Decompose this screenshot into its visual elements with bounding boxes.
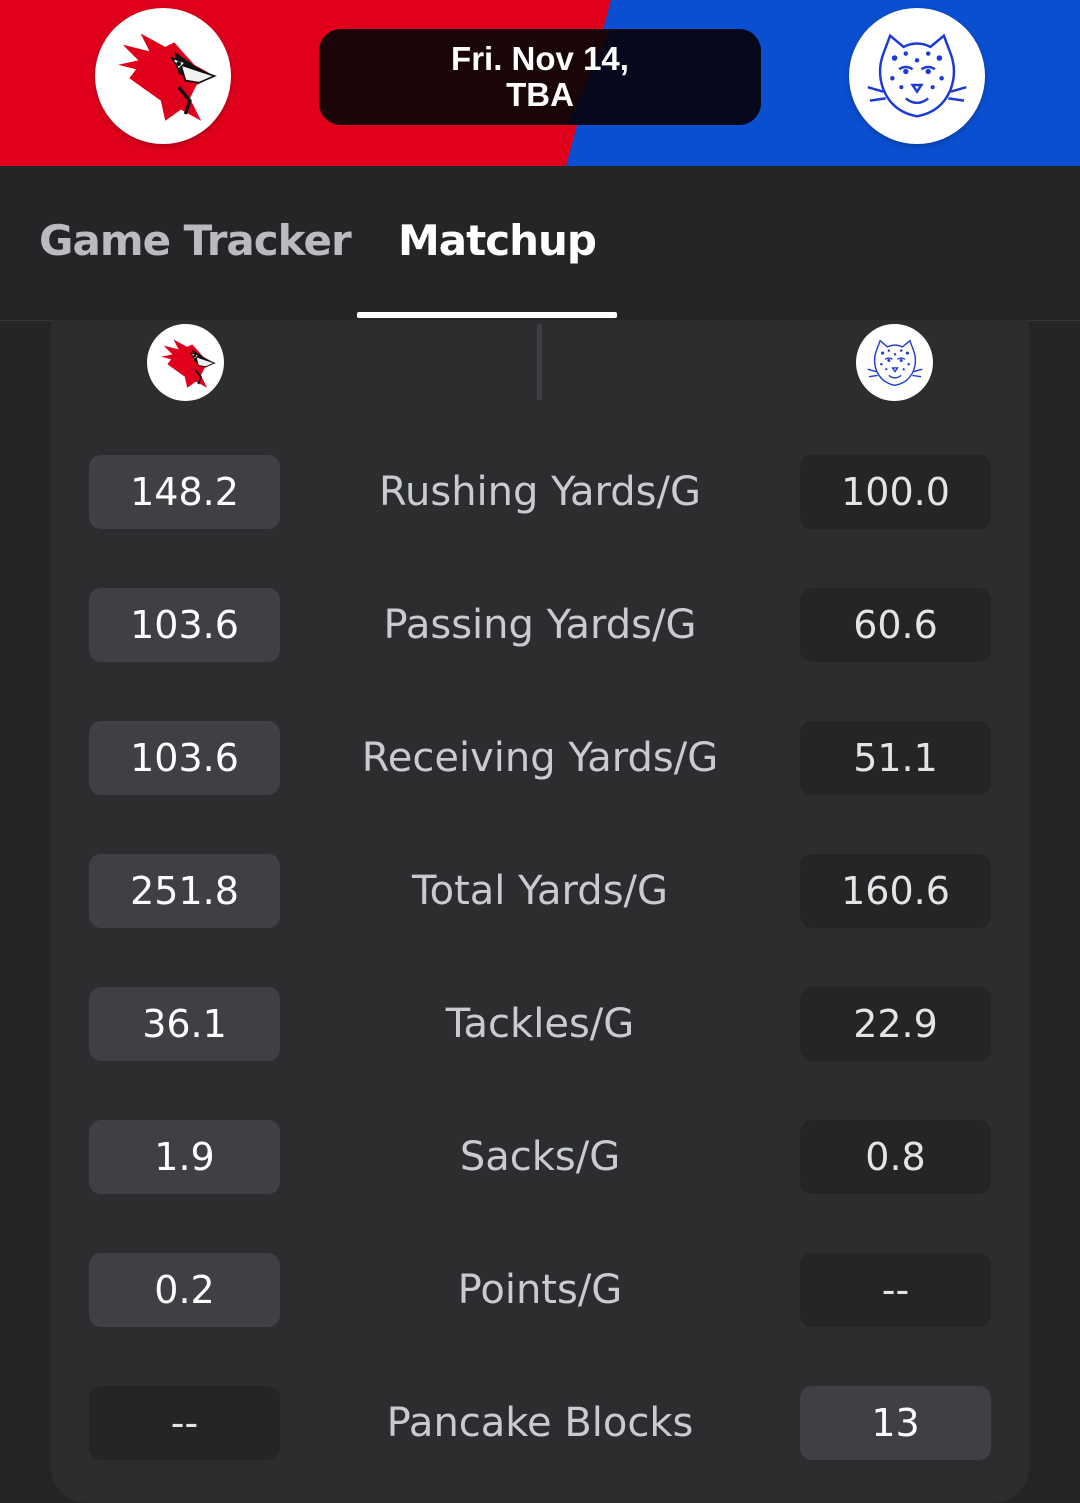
stat-row: 251.8 Total Yards/G 160.6 — [0, 854, 1080, 928]
home-stat-value: 0.2 — [89, 1253, 280, 1327]
stat-row: 103.6 Receiving Yards/G 51.1 — [0, 721, 1080, 795]
stat-label: Rushing Yards/G — [379, 469, 701, 515]
leopard-icon — [861, 20, 973, 132]
home-stat-value: 36.1 — [89, 987, 280, 1061]
stat-label: Receiving Yards/G — [361, 735, 719, 781]
game-header: Fri. Nov 14, TBA — [0, 0, 1080, 166]
home-stat-value: -- — [89, 1386, 280, 1460]
away-stat-value: 100.0 — [800, 455, 991, 529]
away-stat-value: -- — [800, 1253, 991, 1327]
stat-row: 0.2 Points/G -- — [0, 1253, 1080, 1327]
stat-row: -- Pancake Blocks 13 — [0, 1386, 1080, 1460]
game-date: Fri. Nov 14, — [451, 40, 629, 77]
home-stat-value: 103.6 — [89, 721, 280, 795]
cardinal-icon — [155, 332, 217, 394]
column-divider — [537, 324, 542, 400]
stat-label: Sacks/G — [459, 1134, 621, 1180]
home-team-logo[interactable] — [95, 8, 231, 144]
leopard-icon — [864, 332, 926, 394]
away-stat-value: 160.6 — [800, 854, 991, 928]
game-time: TBA — [506, 76, 574, 113]
stat-row: 36.1 Tackles/G 22.9 — [0, 987, 1080, 1061]
home-team-logo-small — [147, 324, 224, 401]
away-team-logo[interactable] — [849, 8, 985, 144]
home-stat-value: 148.2 — [89, 455, 280, 529]
stat-label: Total Yards/G — [411, 868, 668, 914]
home-stat-value: 103.6 — [89, 588, 280, 662]
tab-matchup[interactable]: Matchup — [398, 216, 597, 265]
away-stat-value: 13 — [800, 1386, 991, 1460]
stat-label: Pancake Blocks — [386, 1400, 694, 1446]
away-stat-value: 51.1 — [800, 721, 991, 795]
stat-row: 1.9 Sacks/G 0.8 — [0, 1120, 1080, 1194]
stat-label: Passing Yards/G — [383, 602, 697, 648]
stat-row: 103.6 Passing Yards/G 60.6 — [0, 588, 1080, 662]
game-time-badge: Fri. Nov 14, TBA — [319, 29, 761, 125]
home-stat-value: 1.9 — [89, 1120, 280, 1194]
stat-label: Tackles/G — [445, 1001, 635, 1047]
tab-bar: Game Tracker Matchup — [0, 166, 1080, 321]
tab-game-tracker[interactable]: Game Tracker — [39, 216, 352, 265]
active-tab-indicator — [357, 312, 617, 318]
home-stat-value: 251.8 — [89, 854, 280, 928]
stat-row: 148.2 Rushing Yards/G 100.0 — [0, 455, 1080, 529]
away-team-logo-small — [856, 324, 933, 401]
away-stat-value: 0.8 — [800, 1120, 991, 1194]
cardinal-icon — [107, 20, 219, 132]
away-stat-value: 22.9 — [800, 987, 991, 1061]
stat-label: Points/G — [457, 1267, 623, 1313]
away-stat-value: 60.6 — [800, 588, 991, 662]
